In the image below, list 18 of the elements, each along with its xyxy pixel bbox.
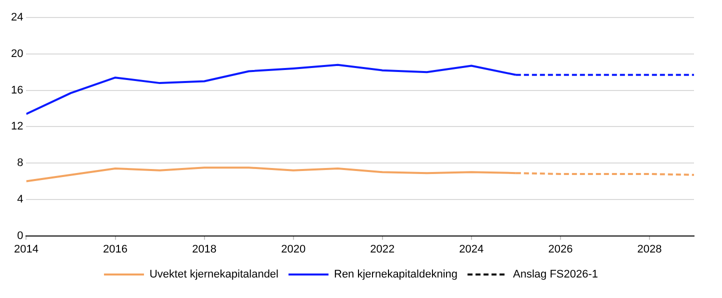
- y-tick-label: 16: [10, 84, 24, 96]
- y-tick-label: 4: [17, 193, 24, 206]
- x-tick-label: 2018: [192, 243, 217, 256]
- x-tick-label: 2022: [370, 243, 395, 256]
- y-tick-label: 8: [17, 157, 24, 170]
- x-tick-label: 2026: [548, 243, 573, 256]
- y-tick-label: 24: [10, 12, 24, 24]
- y-tick-label: 0: [17, 230, 24, 242]
- x-tick-label: 2014: [14, 243, 38, 256]
- legend-label: Anslag FS2026-1: [513, 268, 598, 281]
- legend-label: Ren kjernekapitaldekning: [334, 268, 458, 281]
- x-tick-label: 2020: [281, 243, 306, 256]
- x-tick-label: 2016: [103, 243, 128, 256]
- x-tick-label: 2028: [637, 243, 662, 256]
- legend-label: Uvektet kjernekapitalandel: [149, 268, 279, 281]
- x-tick-label: 2024: [459, 243, 484, 256]
- y-tick-label: 20: [10, 48, 24, 60]
- y-tick-label: 12: [10, 120, 24, 133]
